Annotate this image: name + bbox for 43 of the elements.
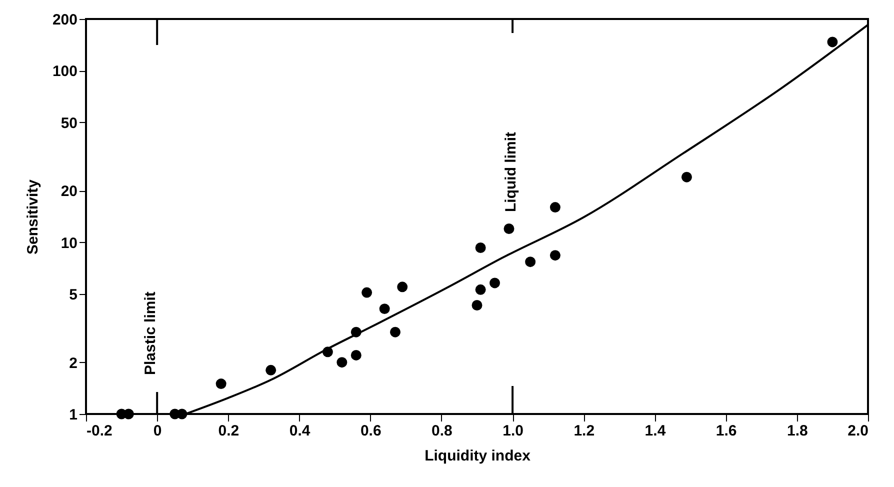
point [525,256,536,268]
x-tick-label: 2.0 [848,422,868,440]
point [216,378,226,390]
x-tick-label: 1.4 [644,422,666,440]
x-tick-label: 0.2 [218,422,240,440]
x-tick-label: 1.6 [716,422,737,440]
point [475,242,486,253]
point [336,357,348,368]
y-tick-label: 2 [69,354,78,372]
point [827,36,838,48]
ref-line-label: Plastic limit [142,292,160,375]
point [266,364,276,376]
x-tick-label: 1.2 [574,422,595,440]
point [550,250,560,261]
x-tick-label: 0.4 [289,422,311,440]
y-tick-label: 100 [52,63,78,80]
point [390,326,400,338]
point [504,224,514,234]
y-tick-label: 50 [60,114,78,132]
x-tick-label: -0.2 [86,422,112,440]
y-tick-label: 200 [52,12,78,28]
x-tick-label: 0.6 [360,422,382,440]
x-tick-label: 0.8 [432,422,452,440]
y-tick-label: 10 [60,234,78,252]
point [362,287,372,298]
y-tick-label: 20 [60,183,78,200]
point [475,284,486,295]
x-tick-label: 0 [153,422,162,440]
x-tick-label: 1.0 [502,422,524,440]
point [350,350,362,360]
y-tick-label: 5 [69,286,78,304]
y-axis-title: Sensitivity [24,178,42,255]
point [379,304,390,314]
x-axis-title: Liquidity index [424,448,532,464]
point [681,172,692,182]
point [176,408,188,420]
x-tick-label: 1.8 [786,422,808,440]
y-tick-label: 1 [69,406,78,424]
point [397,282,408,292]
point [490,278,500,288]
point [472,300,482,310]
ref-line-label: Liquid limit [502,132,520,212]
point [550,202,560,213]
